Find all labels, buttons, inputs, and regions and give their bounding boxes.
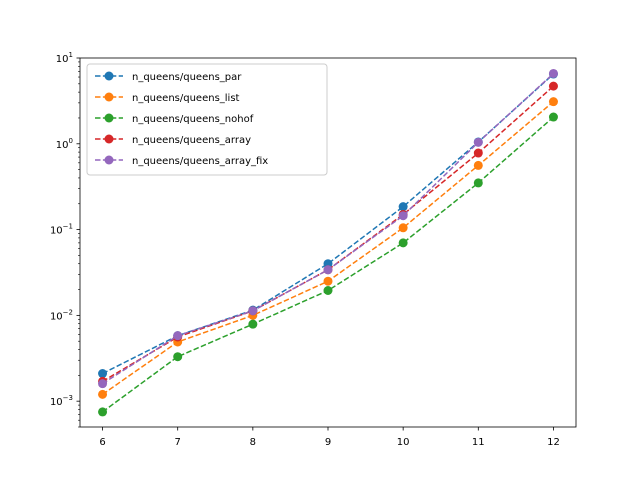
data-point <box>248 319 258 329</box>
legend-label: n_queens/queens_par <box>132 72 242 83</box>
series-n-queens-queens-list <box>98 97 558 399</box>
series-n-queens-queens-array-fix <box>98 68 558 389</box>
legend-entry: n_queens/queens_array_fix <box>95 155 268 167</box>
legend-label: n_queens/queens_array_fix <box>132 156 268 167</box>
data-point <box>473 178 483 188</box>
data-point <box>473 137 483 147</box>
data-point <box>548 112 558 122</box>
y-tick-label: 100 <box>56 137 73 151</box>
data-point <box>398 238 408 248</box>
legend-entry: n_queens/queens_array <box>95 134 251 146</box>
y-axis: 10−3 10−2 10−1 100 101 <box>50 51 80 428</box>
y-tick-label: 10−2 <box>50 308 73 322</box>
y-tick-label: 10−3 <box>50 394 73 408</box>
y-tick-label: 101 <box>56 51 73 65</box>
data-point <box>98 369 108 379</box>
data-point <box>548 68 558 78</box>
x-axis: 6 7 8 9 10 11 12 <box>99 427 560 448</box>
data-point <box>398 223 408 233</box>
legend-label: n_queens/queens_nohof <box>132 114 254 125</box>
x-tick-label: 8 <box>250 437 256 448</box>
x-tick-label: 7 <box>175 437 181 448</box>
x-tick-label: 9 <box>325 437 331 448</box>
legend-marker <box>104 134 114 144</box>
legend-label: n_queens/queens_array <box>132 135 251 146</box>
data-point <box>248 306 258 316</box>
data-point <box>98 389 108 399</box>
x-tick-label: 11 <box>472 437 485 448</box>
data-point <box>398 202 408 212</box>
legend-entry: n_queens/queens_list <box>95 92 240 104</box>
legend-box <box>86 63 328 176</box>
legend-label: n_queens/queens_list <box>132 93 240 104</box>
legend: n_queens/queens_par n_queens/queens_listn… <box>86 63 328 176</box>
data-point <box>548 97 558 107</box>
data-point <box>473 160 483 170</box>
data-point <box>398 211 408 221</box>
data-point <box>473 148 483 158</box>
data-point <box>98 407 108 417</box>
data-point <box>323 286 333 295</box>
data-point <box>98 379 108 389</box>
legend-entry: n_queens/queens_par <box>95 71 242 83</box>
series-n-queens-queens-nohof <box>98 112 558 417</box>
data-point <box>173 352 183 362</box>
x-tick-label: 12 <box>547 437 560 448</box>
x-tick-label: 6 <box>99 437 105 448</box>
data-point <box>323 276 333 286</box>
legend-marker <box>104 71 114 81</box>
y-tick-label: 10−1 <box>50 223 73 237</box>
legend-marker <box>104 155 114 165</box>
data-point <box>323 265 333 275</box>
legend-marker <box>104 113 114 123</box>
legend-marker <box>104 92 114 102</box>
data-point <box>173 331 183 341</box>
x-tick-label: 10 <box>397 437 410 448</box>
series-layer <box>98 68 558 417</box>
legend-entry: n_queens/queens_nohof <box>95 113 254 125</box>
data-point <box>548 81 558 91</box>
